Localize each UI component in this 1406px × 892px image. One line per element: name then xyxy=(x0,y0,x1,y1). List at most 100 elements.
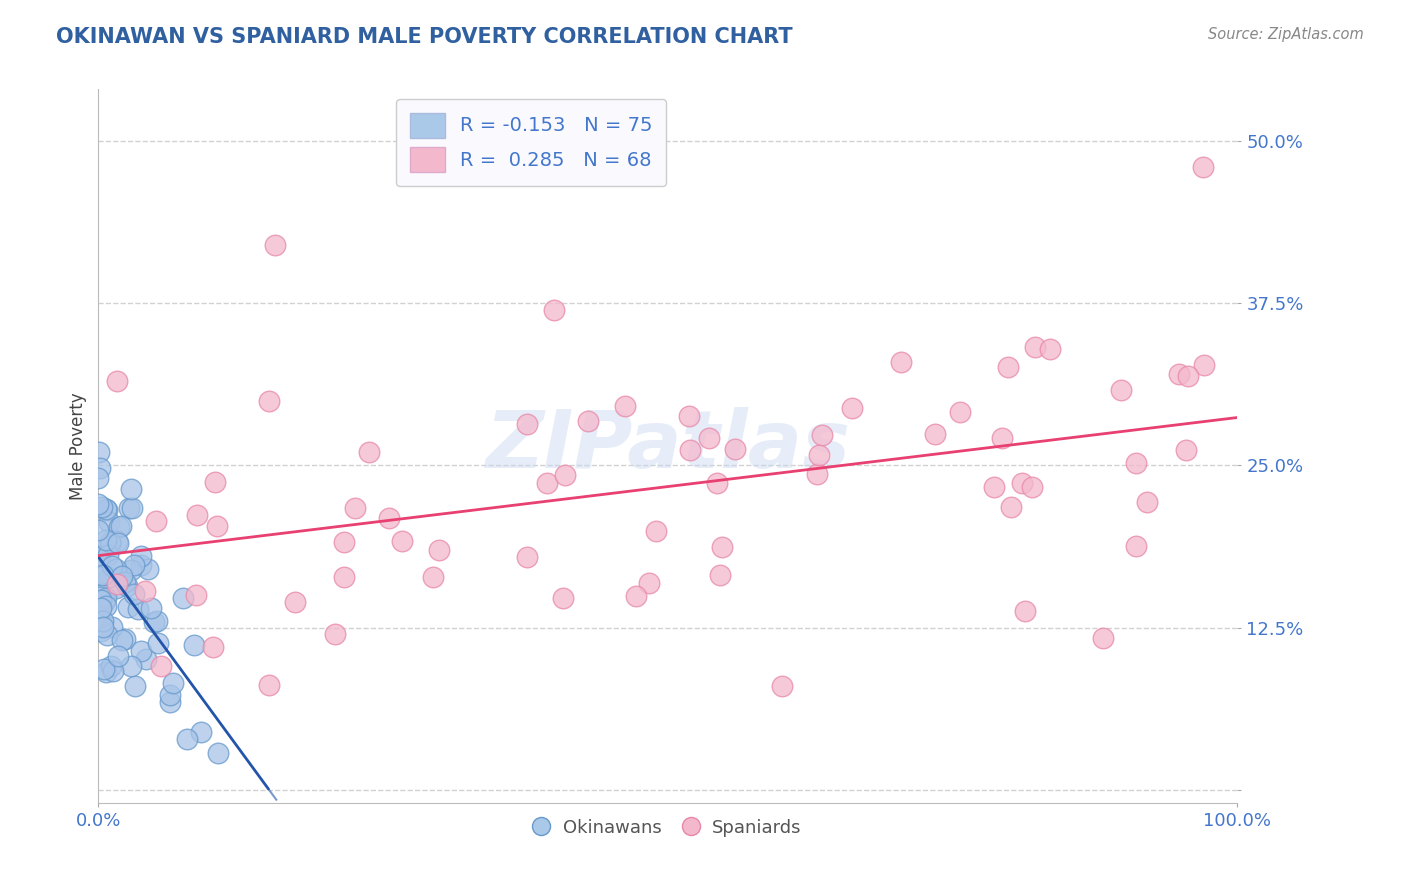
Point xyxy=(107,520,129,534)
Point xyxy=(118,500,141,515)
Point xyxy=(110,519,132,533)
Point xyxy=(427,542,450,557)
Point xyxy=(124,679,146,693)
Point xyxy=(983,480,1005,494)
Point xyxy=(150,658,173,673)
Point xyxy=(949,405,972,419)
Point xyxy=(422,570,444,584)
Point xyxy=(202,640,225,654)
Point xyxy=(706,476,728,491)
Point xyxy=(117,599,139,614)
Point xyxy=(1192,359,1215,373)
Point xyxy=(1091,631,1114,645)
Point xyxy=(91,615,114,629)
Point xyxy=(107,535,129,549)
Point xyxy=(97,570,120,584)
Point xyxy=(90,601,112,615)
Point xyxy=(114,575,136,590)
Point xyxy=(807,448,830,462)
Point xyxy=(172,591,194,606)
Point xyxy=(90,624,112,638)
Point xyxy=(626,589,648,603)
Point xyxy=(770,679,793,693)
Point xyxy=(105,577,128,591)
Legend: Okinawans, Spaniards: Okinawans, Spaniards xyxy=(527,812,808,844)
Point xyxy=(1021,480,1043,494)
Point xyxy=(134,583,156,598)
Point xyxy=(697,431,720,445)
Point xyxy=(90,500,112,514)
Point xyxy=(678,409,700,423)
Point xyxy=(146,615,169,629)
Point xyxy=(96,599,118,613)
Point xyxy=(1177,368,1199,383)
Point xyxy=(122,587,145,601)
Text: ZIPatlas: ZIPatlas xyxy=(485,407,851,485)
Point xyxy=(96,628,118,642)
Point xyxy=(129,549,152,564)
Point xyxy=(1125,456,1147,470)
Point xyxy=(323,627,346,641)
Point xyxy=(333,535,356,549)
Point xyxy=(711,540,734,554)
Point xyxy=(516,417,538,432)
Point xyxy=(110,569,132,583)
Point xyxy=(94,665,117,679)
Point xyxy=(100,536,122,550)
Point xyxy=(284,595,307,609)
Point xyxy=(96,591,118,606)
Point xyxy=(1000,500,1022,515)
Point xyxy=(1109,384,1132,398)
Point xyxy=(142,615,165,630)
Point xyxy=(644,524,666,538)
Point xyxy=(257,678,280,692)
Point xyxy=(1014,604,1036,618)
Point xyxy=(259,393,281,408)
Point xyxy=(91,567,114,582)
Point xyxy=(96,503,118,517)
Point xyxy=(87,471,110,485)
Point xyxy=(127,602,149,616)
Point xyxy=(391,533,413,548)
Point xyxy=(184,588,207,602)
Point xyxy=(207,747,229,761)
Point xyxy=(186,508,208,523)
Point xyxy=(120,483,142,497)
Point xyxy=(709,568,731,582)
Point xyxy=(543,302,565,317)
Point xyxy=(997,359,1019,374)
Point xyxy=(343,501,366,516)
Point xyxy=(205,518,228,533)
Point xyxy=(1174,442,1197,457)
Point xyxy=(129,644,152,658)
Point xyxy=(107,648,129,663)
Point xyxy=(120,658,142,673)
Point xyxy=(87,568,110,582)
Point xyxy=(1168,368,1191,382)
Point xyxy=(89,549,111,563)
Point xyxy=(104,562,127,576)
Point xyxy=(87,497,110,511)
Point xyxy=(87,445,110,459)
Point xyxy=(87,549,110,564)
Point xyxy=(105,533,128,548)
Point xyxy=(89,460,111,475)
Point xyxy=(1024,340,1046,354)
Text: Source: ZipAtlas.com: Source: ZipAtlas.com xyxy=(1208,27,1364,42)
Point xyxy=(924,427,946,442)
Point xyxy=(100,620,122,634)
Point xyxy=(120,563,142,577)
Point xyxy=(89,591,111,605)
Point xyxy=(136,562,159,576)
Point xyxy=(991,431,1014,445)
Point xyxy=(811,427,834,442)
Point xyxy=(176,732,198,747)
Point xyxy=(359,445,381,459)
Point xyxy=(332,570,354,584)
Point xyxy=(104,581,127,595)
Point xyxy=(89,541,111,556)
Point xyxy=(613,399,636,413)
Point xyxy=(122,558,145,573)
Point xyxy=(841,401,863,416)
Point xyxy=(536,476,558,491)
